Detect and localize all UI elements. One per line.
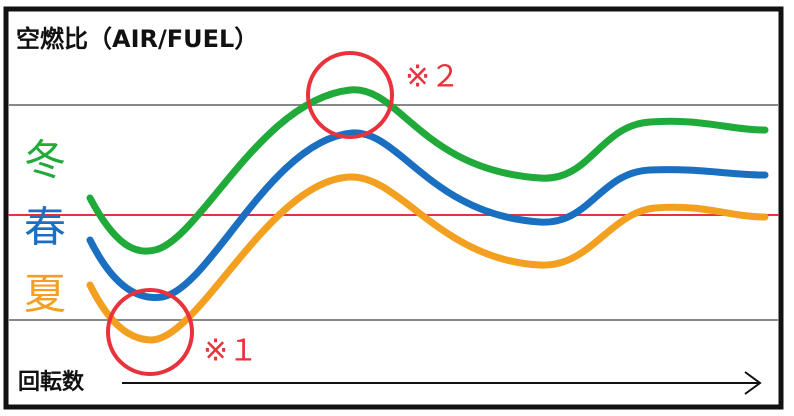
x-axis-arrow xyxy=(744,371,762,395)
legend-label: 春 xyxy=(24,203,66,252)
annotation: ※２ xyxy=(405,60,460,95)
legend-label: 冬 xyxy=(24,136,66,185)
annotation: ※１ xyxy=(203,334,258,369)
winter-curve xyxy=(86,86,769,255)
summer-curve xyxy=(86,173,769,344)
x-axis-label: 回転数 xyxy=(18,369,85,395)
highlight-circle xyxy=(306,51,394,139)
legend-label: 夏 xyxy=(24,270,66,319)
highlight-circle xyxy=(106,288,194,376)
spring-curve xyxy=(86,129,769,301)
chart-title: 空燃比（AIR/FUEL） xyxy=(16,25,258,53)
